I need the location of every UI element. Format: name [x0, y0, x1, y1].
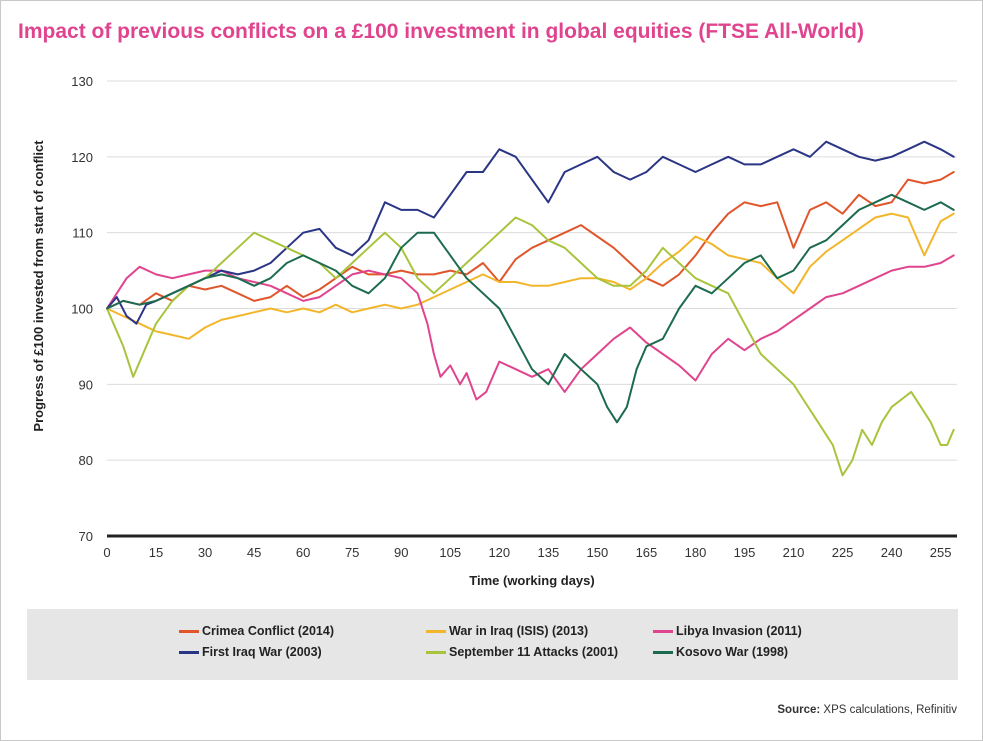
- legend-swatch: [179, 650, 199, 654]
- x-tick-label: 240: [881, 545, 903, 560]
- y-tick-label: 100: [71, 302, 93, 317]
- x-tick-label: 150: [587, 545, 609, 560]
- y-tick-label: 80: [79, 453, 93, 468]
- series-line-5: [106, 216, 955, 477]
- x-axis-label: Time (working days): [469, 573, 594, 588]
- legend-label: War in Iraq (ISIS) (2013): [449, 624, 589, 638]
- legend-item: Kosovo War (1998): [653, 645, 788, 659]
- y-tick-label: 90: [79, 377, 93, 392]
- y-tick-label: 120: [71, 150, 93, 165]
- series-line-1: [106, 171, 955, 310]
- axes: 70 80 90 100 110 120 130 0 15 30 45 60 75 90 105 120 135…: [71, 74, 957, 560]
- legend-swatch: [653, 650, 673, 654]
- x-tick-label: 30: [198, 545, 212, 560]
- legend-item: September 11 Attacks (2001): [426, 645, 618, 659]
- x-tick-label: 0: [103, 545, 110, 560]
- x-tick-label: 255: [930, 545, 952, 560]
- series-lines: [106, 140, 955, 477]
- legend-swatch: [426, 629, 446, 633]
- source-text: XPS calculations, Refinitiv: [820, 704, 957, 716]
- grid-lines: [107, 80, 957, 461]
- source-label: Source:: [777, 704, 821, 716]
- y-tick-label: 130: [71, 74, 93, 89]
- legend-label: Libya Invasion (2011): [676, 624, 802, 638]
- line-chart: 70 80 90 100 110 120 130 0 15 30 45 60 75 90 105 120 135…: [31, 74, 957, 588]
- x-tick-label: 105: [439, 545, 461, 560]
- x-tick-label: 180: [685, 545, 707, 560]
- x-tick-label: 120: [488, 545, 510, 560]
- x-tick-label: 195: [734, 545, 756, 560]
- legend-item: Libya Invasion (2011): [653, 624, 802, 638]
- x-tick-label: 225: [832, 545, 854, 560]
- legend-label: First Iraq War (2003): [202, 645, 322, 659]
- source-note: Source: XPS calculations, Refinitiv: [777, 704, 957, 716]
- x-tick-label: 135: [537, 545, 559, 560]
- x-tick-label: 165: [636, 545, 658, 560]
- series-line-6: [106, 193, 955, 424]
- series-line-2: [106, 212, 955, 340]
- y-axis-label: Progress of £100 invested from start of …: [31, 140, 46, 432]
- legend-item: War in Iraq (ISIS) (2013): [426, 624, 588, 638]
- legend-item: First Iraq War (2003): [179, 645, 322, 659]
- x-tick-label: 75: [345, 545, 359, 560]
- legend-label: September 11 Attacks (2001): [449, 645, 619, 659]
- x-tick-label: 60: [296, 545, 310, 560]
- x-tick-label: 15: [149, 545, 163, 560]
- legend-label: Crimea Conflict (2014): [202, 624, 334, 638]
- legend-item: Crimea Conflict (2014): [179, 624, 334, 638]
- series-line-3: [106, 254, 955, 401]
- x-tick-label: 210: [783, 545, 805, 560]
- y-tick-label: 110: [72, 226, 93, 241]
- legend-swatch: [653, 629, 673, 633]
- series-line-4: [106, 140, 955, 325]
- legend-label: Kosovo War (1998): [676, 645, 789, 659]
- x-tick-label: 45: [247, 545, 261, 560]
- chart-title: Impact of previous conflicts on a £100 i…: [18, 20, 864, 43]
- legend: Crimea Conflict (2014) War in Iraq (ISIS)…: [27, 609, 958, 680]
- legend-swatch: [179, 629, 199, 633]
- x-tick-label: 90: [394, 545, 408, 560]
- y-tick-label: 70: [79, 529, 93, 544]
- legend-swatch: [426, 650, 446, 654]
